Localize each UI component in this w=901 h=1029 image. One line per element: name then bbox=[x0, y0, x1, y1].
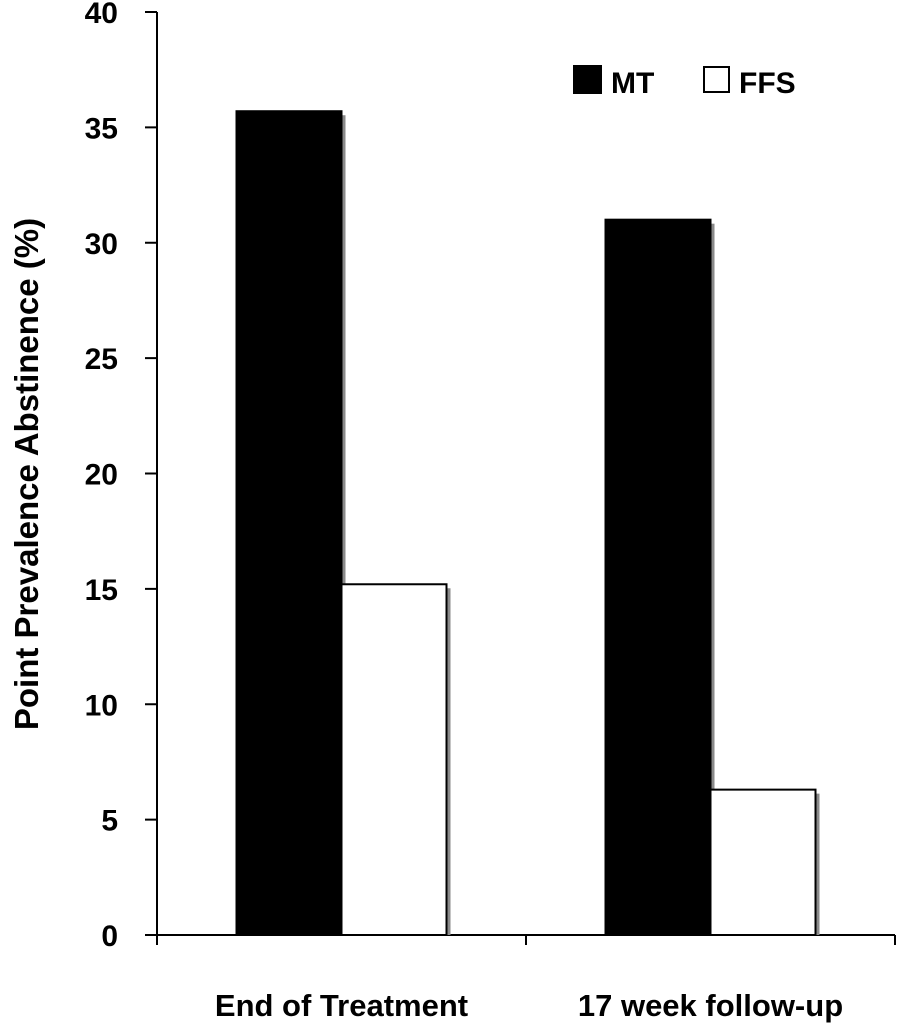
x-category-label: End of Treatment bbox=[215, 988, 468, 1023]
labels: 0 5 10 15 20 25 30 35 40 End of Treatment 17 week … bbox=[85, 0, 844, 1023]
bars bbox=[235, 110, 820, 937]
y-tick-label: 25 bbox=[85, 343, 118, 376]
legend-swatch-mt bbox=[573, 65, 602, 94]
legend-label-ffs: FFS bbox=[739, 67, 796, 100]
bar-ffs-1 bbox=[340, 583, 448, 936]
legend-label-mt: MT bbox=[611, 67, 654, 100]
legend-swatch-ffs bbox=[703, 66, 730, 93]
y-tick-label: 30 bbox=[85, 228, 118, 261]
bar-mt-1 bbox=[235, 110, 343, 937]
y-tick-label: 5 bbox=[101, 805, 118, 838]
x-category-label: 17 week follow-up bbox=[578, 988, 843, 1023]
legend: MT FFS bbox=[573, 65, 796, 100]
y-tick-label: 40 bbox=[85, 0, 118, 30]
bar-mt-2 bbox=[604, 218, 712, 937]
y-tick-label: 0 bbox=[101, 920, 118, 953]
y-axis-title: Point Prevalence Abstinence (%) bbox=[8, 218, 45, 730]
y-tick-label: 10 bbox=[85, 689, 118, 722]
bar-ffs-2 bbox=[709, 788, 817, 936]
y-tick-label: 20 bbox=[85, 459, 118, 492]
y-tick-label: 15 bbox=[85, 574, 118, 607]
y-tick-label: 35 bbox=[85, 112, 118, 145]
